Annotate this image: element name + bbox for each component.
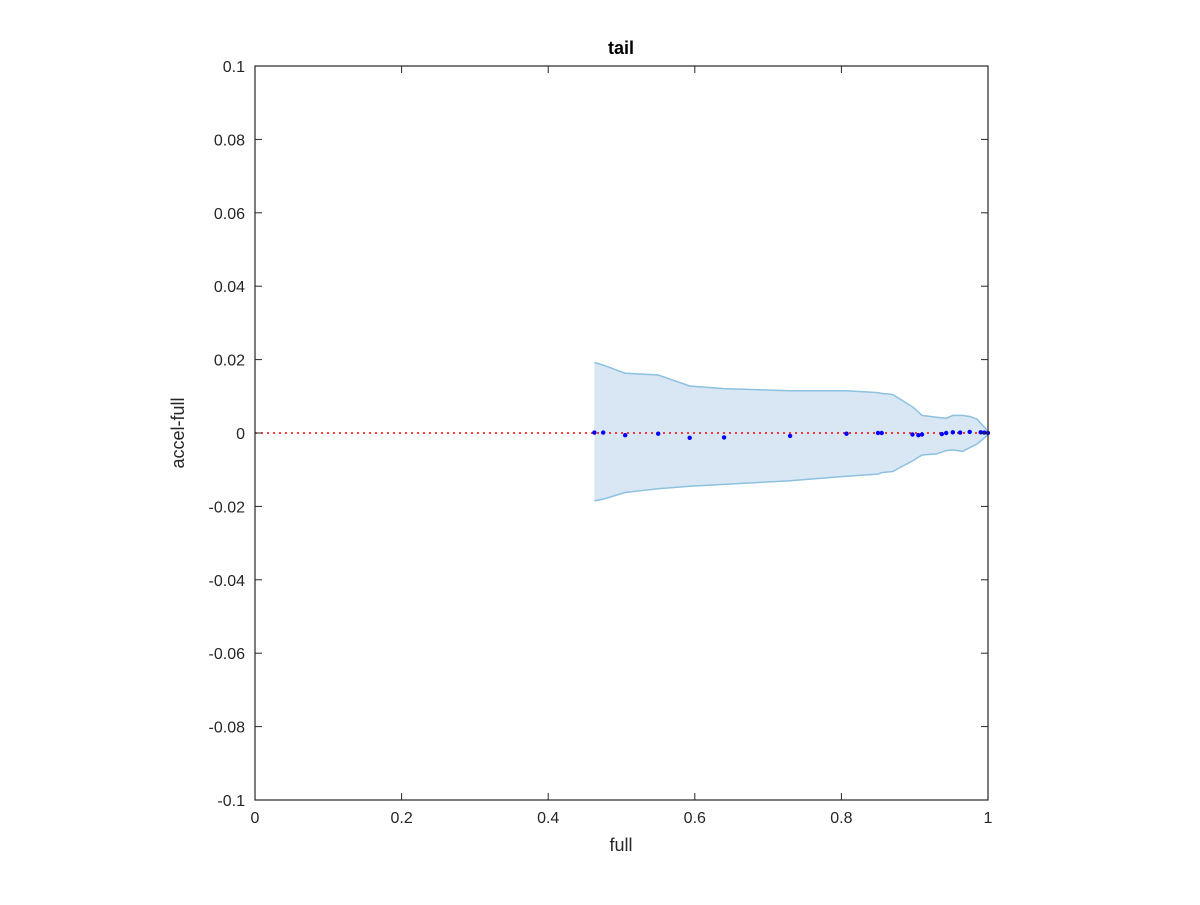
y-tick-label: -0.06 (209, 646, 246, 663)
x-tick-label: 0.4 (537, 810, 559, 827)
data-point (592, 430, 597, 435)
y-tick-label: -0.08 (209, 720, 246, 737)
y-tick-label: -0.04 (209, 573, 246, 590)
data-points-layer (592, 429, 991, 440)
x-tick-label: 0.6 (684, 810, 706, 827)
data-point (916, 433, 921, 438)
data-point (919, 432, 925, 437)
data-point (910, 432, 915, 437)
data-point (957, 430, 963, 435)
y-tick-label: -0.1 (217, 793, 245, 810)
y-axis-label: accel-full (168, 397, 188, 468)
x-tick-label: 1 (984, 810, 993, 827)
data-point (601, 430, 606, 435)
y-tick-label: 0.1 (223, 59, 245, 76)
data-point (844, 431, 849, 436)
data-point (939, 431, 944, 437)
data-point (787, 433, 793, 439)
y-tick-label: 0.06 (214, 206, 245, 223)
y-tick-label: -0.02 (209, 499, 246, 516)
y-tick-label: 0.04 (214, 279, 245, 296)
band-lower-edge (594, 434, 989, 502)
y-tick-label: 0.08 (214, 132, 245, 149)
data-point (944, 430, 949, 436)
x-axis-label: full (609, 835, 632, 855)
data-point (967, 429, 972, 435)
x-tick-label: 0.2 (390, 810, 412, 827)
chart-title: tail (608, 38, 634, 58)
x-tick-label: 0 (251, 810, 260, 827)
x-tick-label: 0.8 (830, 810, 852, 827)
confidence-band-fill (594, 362, 988, 501)
data-point (875, 430, 881, 436)
y-tick-label: 0.02 (214, 353, 245, 370)
confidence-band-layer (594, 361, 989, 502)
ticks-layer: 0 0.2 0.4 0.6 0.8 1 0.1 0.08 0.06 0.04 0.02 0 -0.02 -… (209, 59, 993, 827)
data-point (721, 435, 727, 440)
data-point (879, 430, 884, 436)
data-point (623, 433, 628, 438)
data-point (656, 431, 661, 436)
band-upper-edge (594, 361, 989, 432)
data-point (687, 435, 692, 440)
y-tick-label: 0 (236, 426, 245, 443)
data-point (950, 430, 955, 435)
